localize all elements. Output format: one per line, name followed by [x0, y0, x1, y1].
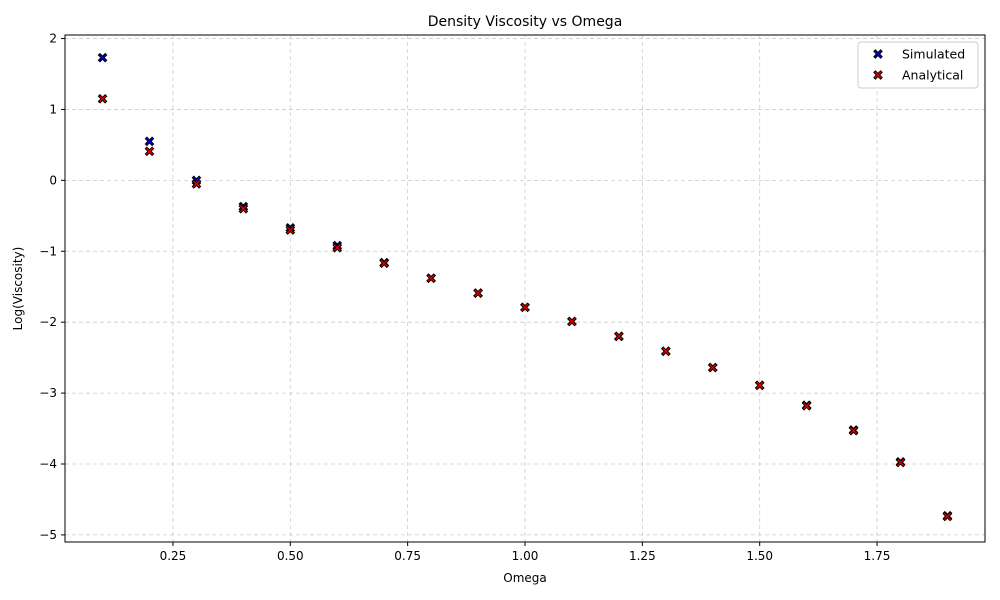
- series-analytical: [97, 93, 953, 522]
- y-tick-label: −5: [39, 528, 57, 542]
- analytical-point: [285, 225, 296, 235]
- analytical-point: [520, 302, 530, 313]
- analytical-point: [332, 242, 343, 253]
- analytical-point: [707, 362, 718, 373]
- y-tick-label: −3: [39, 386, 57, 400]
- y-tick-label: 1: [49, 102, 57, 116]
- analytical-point: [848, 425, 859, 436]
- x-axis-label: Omega: [503, 571, 547, 585]
- legend: Simulated Analytical: [857, 41, 979, 89]
- analytical-point: [144, 146, 155, 157]
- x-tick-label: 1.50: [746, 549, 773, 563]
- y-tick-label: 0: [49, 173, 57, 187]
- y-tick-label: −4: [39, 457, 57, 471]
- analytical-point: [473, 288, 483, 298]
- analytical-point: [614, 331, 624, 342]
- analytical-point: [97, 93, 108, 104]
- legend-label-analytical: Analytical: [902, 68, 963, 83]
- analytical-point: [426, 273, 436, 284]
- grid: [65, 35, 985, 542]
- legend-marker-simulated: [873, 49, 883, 59]
- legend-marker-analytical: [873, 70, 883, 80]
- data-points: [97, 52, 953, 522]
- y-tick-label: −2: [39, 315, 57, 329]
- legend-box: [857, 41, 979, 89]
- simulated-point: [97, 52, 108, 63]
- x-tick-label: 0.50: [277, 549, 304, 563]
- x-tick-label: 1.25: [629, 549, 656, 563]
- analytical-point: [801, 401, 812, 411]
- axis-ticks: 0.25 0.50 0.75 1.00 1.25 1.50 1.75 2 1 0 −1 −2 −3 −4 −…: [39, 32, 890, 563]
- analytical-point: [942, 511, 953, 522]
- x-tick-label: 1.75: [864, 549, 891, 563]
- x-tick-label: 0.25: [160, 549, 187, 563]
- analytical-point: [754, 380, 765, 391]
- legend-label-simulated: Simulated: [902, 47, 965, 62]
- y-axis-label: Log(Viscosity): [11, 247, 25, 331]
- chart-title: Density Viscosity vs Omega: [428, 14, 623, 30]
- analytical-point: [238, 203, 249, 214]
- analytical-point: [660, 346, 671, 357]
- analytical-point: [895, 457, 906, 468]
- analytical-point: [379, 258, 390, 269]
- simulated-point: [144, 136, 155, 147]
- y-tick-label: 2: [49, 32, 57, 46]
- y-tick-label: −1: [39, 244, 57, 258]
- x-tick-label: 1.00: [512, 549, 539, 563]
- x-tick-label: 0.75: [394, 549, 421, 563]
- analytical-point: [567, 316, 577, 327]
- analytical-point: [191, 179, 202, 189]
